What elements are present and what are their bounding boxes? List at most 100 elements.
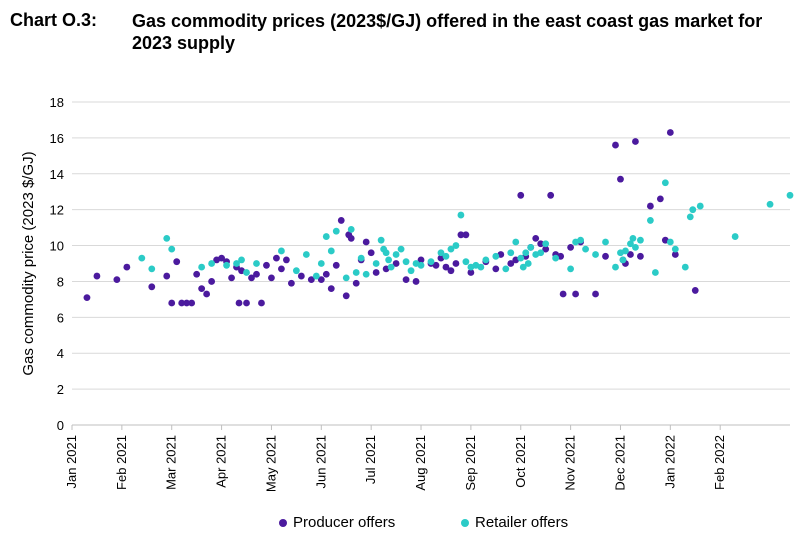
data-point [203, 290, 211, 298]
data-point [322, 270, 330, 278]
data-point [372, 269, 380, 276]
data-point [592, 251, 599, 258]
data-point [362, 270, 370, 278]
data-point [786, 191, 794, 199]
legend-marker-producer [279, 518, 287, 527]
data-point [512, 238, 520, 246]
data-point [627, 240, 634, 248]
data-point [612, 141, 619, 149]
data-points [83, 129, 794, 307]
y-tick-label: 18 [50, 95, 64, 110]
data-point [385, 256, 393, 264]
data-point [602, 238, 609, 246]
data-point [283, 256, 290, 264]
y-tick-label: 4 [57, 346, 64, 361]
data-point [387, 263, 395, 271]
data-point [627, 251, 634, 258]
data-point [502, 265, 510, 273]
data-point [637, 236, 644, 244]
data-point [537, 249, 545, 257]
data-point [397, 245, 405, 253]
data-point [377, 236, 385, 244]
data-point [462, 231, 470, 239]
data-point [477, 263, 485, 271]
data-point [637, 252, 644, 260]
data-point [681, 263, 689, 271]
data-point [417, 261, 425, 269]
data-point [417, 256, 425, 264]
data-point [666, 129, 674, 136]
data-point [402, 258, 410, 266]
data-point [188, 299, 196, 307]
data-point [532, 234, 540, 242]
data-point [447, 267, 455, 275]
data-point [567, 243, 575, 251]
data-point [302, 251, 310, 258]
data-point [602, 252, 609, 260]
data-point [457, 211, 465, 219]
data-point [542, 245, 550, 253]
data-point [646, 202, 654, 210]
data-point [93, 272, 101, 280]
x-tick-label: Feb 2022 [712, 435, 727, 490]
data-point [83, 294, 91, 301]
data-point [651, 269, 659, 276]
legend-label-retailer: Retailer offers [475, 514, 569, 531]
x-tick-label: Mar 2021 [164, 435, 179, 490]
y-axis-label: Gas commodity price (2023 $/GJ) [20, 151, 37, 375]
legend-item-retailer: Retailer offers [461, 514, 568, 531]
data-point [337, 217, 345, 224]
x-tick-label: Jul 2021 [363, 435, 378, 484]
x-tick-label: Feb 2021 [114, 435, 129, 490]
x-tick-label: May 2021 [263, 435, 278, 492]
data-point [671, 245, 679, 253]
data-point [689, 206, 697, 214]
data-point [278, 247, 285, 255]
x-tick-label: Oct 2021 [513, 435, 528, 488]
data-point [622, 247, 629, 255]
data-point [168, 299, 176, 307]
data-point [442, 252, 450, 260]
data-point [552, 254, 560, 262]
data-point [312, 272, 320, 280]
y-tick-label: 14 [50, 167, 64, 182]
data-point [347, 234, 355, 242]
data-point [183, 299, 191, 307]
data-point [524, 260, 532, 267]
data-point [163, 234, 171, 242]
x-axis-ticks: Jan 2021 Feb 2021 Mar 2021 Apr 2021 May 2021… [64, 425, 727, 492]
data-point [457, 231, 465, 239]
data-point [268, 274, 275, 282]
chart-title: Gas commodity prices (2023$/GJ) offered … [132, 11, 763, 53]
data-point [542, 240, 550, 248]
data-point [522, 249, 530, 257]
data-point [507, 249, 515, 257]
data-point [492, 252, 500, 260]
data-point [148, 283, 156, 291]
data-point [492, 265, 500, 273]
data-point [577, 236, 584, 244]
data-point [307, 276, 315, 284]
data-point [527, 243, 535, 251]
data-point [332, 261, 340, 269]
data-point [342, 274, 350, 282]
data-point [392, 260, 400, 267]
data-point [612, 263, 619, 271]
legend-item-producer: Producer offers [279, 514, 395, 531]
data-point [632, 243, 639, 251]
series-producer [83, 129, 699, 307]
data-point [228, 274, 235, 282]
data-point [238, 256, 245, 264]
series-retailer [138, 179, 794, 282]
data-point [138, 254, 146, 262]
data-point [467, 269, 475, 276]
y-tick-label: 0 [57, 418, 64, 433]
data-point [352, 269, 360, 276]
data-point [218, 254, 225, 262]
data-point [193, 270, 201, 278]
chart-label: Chart O.3: [10, 10, 98, 30]
data-point [327, 247, 335, 255]
x-tick-label: Nov 2021 [563, 435, 578, 491]
data-point [253, 260, 260, 267]
x-tick-label: Dec 2021 [612, 435, 627, 491]
